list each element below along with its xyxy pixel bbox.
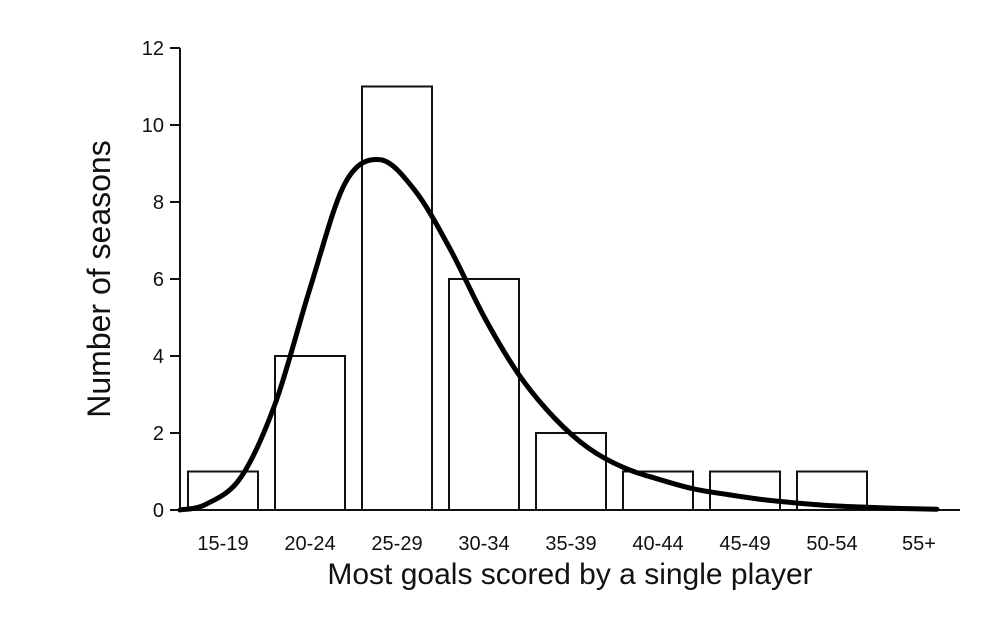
bars: [187, 85, 868, 511]
y-axis-label: Number of seasons: [81, 140, 117, 417]
y-tick-label: 0: [153, 500, 164, 522]
x-tick-label: 25-29: [371, 533, 422, 555]
y-ticks: 0 2 4 6 8 10 12: [142, 38, 180, 522]
bar-35-39: [535, 432, 607, 511]
x-tick-label: 20-24: [284, 533, 335, 555]
x-tick-label: 35-39: [545, 533, 596, 555]
x-tick-label: 15-19: [197, 533, 248, 555]
y-tick-label: 4: [153, 346, 164, 368]
x-tick-label: 55+: [902, 533, 936, 555]
x-tick-label: 30-34: [458, 533, 509, 555]
x-tick-labels: 15-19 20-24 25-29 30-34 35-39 40-44 45-49 50-54…: [197, 533, 936, 555]
y-tick-label: 12: [142, 38, 164, 60]
bar-20-24: [274, 355, 346, 511]
y-tick-label: 10: [142, 115, 164, 137]
y-tick-label: 6: [153, 269, 164, 291]
bar-15-19: [187, 470, 259, 511]
bar-25-29: [361, 85, 433, 511]
x-tick-label: 45-49: [719, 533, 770, 555]
x-tick-label: 40-44: [632, 533, 683, 555]
fitted-distribution-curve: [177, 156, 940, 513]
y-tick-label: 8: [153, 192, 164, 214]
x-tick-label: 50-54: [806, 533, 857, 555]
x-axis-label: Most goals scored by a single player: [327, 558, 812, 591]
y-tick-label: 2: [153, 423, 164, 445]
bar-45-49: [709, 470, 781, 511]
